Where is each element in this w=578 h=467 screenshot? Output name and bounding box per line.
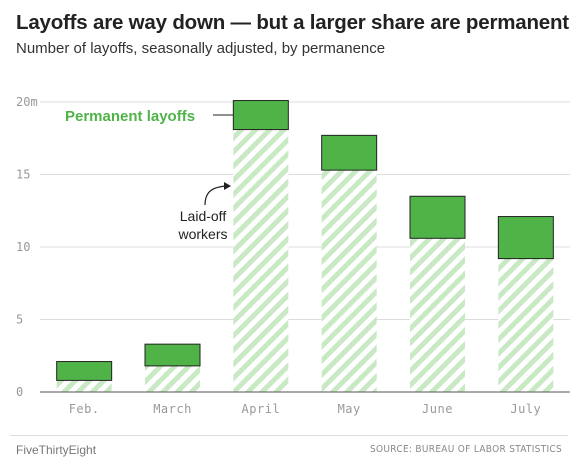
axes: 0 5 10 15 20m Feb. March April May June July bbox=[16, 95, 570, 416]
bar-laid-off bbox=[498, 258, 554, 392]
x-tick-label: Feb. bbox=[69, 402, 100, 416]
bar-laid-off bbox=[321, 170, 377, 392]
gridlines bbox=[40, 101, 570, 320]
annotation-laid-off-line-2: workers bbox=[177, 226, 227, 242]
y-tick-label: 10 bbox=[16, 240, 30, 254]
chart-subtitle: Number of layoffs, seasonally adjusted, … bbox=[16, 40, 386, 57]
footer-divider bbox=[10, 435, 568, 436]
bar-laid-off bbox=[145, 365, 200, 392]
bar-laid-off bbox=[410, 238, 465, 392]
source-label: SOURCE: BUREAU OF LABOR STATISTICS bbox=[370, 444, 562, 455]
y-tick-label: 0 bbox=[16, 385, 23, 399]
bar-permanent bbox=[232, 100, 289, 131]
x-tick-label: May bbox=[338, 402, 361, 416]
bar-permanent bbox=[497, 216, 554, 260]
annotation-curved-arrow bbox=[204, 182, 231, 206]
brand-label: FiveThirtyEight bbox=[16, 443, 97, 457]
annotation-laid-off-line-1: Laid-off bbox=[180, 208, 227, 224]
y-tick-label: 15 bbox=[16, 168, 30, 182]
bar-permanent bbox=[409, 195, 466, 239]
bar-permanent bbox=[321, 134, 378, 171]
y-tick-label: 20m bbox=[16, 95, 38, 109]
x-tick-label: April bbox=[242, 402, 281, 416]
x-tick-label: June bbox=[422, 402, 453, 416]
x-tick-label: March bbox=[153, 402, 192, 416]
annotations: Permanent layoffs Laid-off workers bbox=[65, 108, 234, 242]
bar-permanent bbox=[144, 343, 201, 367]
bar-laid-off bbox=[56, 380, 112, 392]
annotation-permanent-layoffs: Permanent layoffs bbox=[65, 108, 195, 125]
bars bbox=[56, 100, 554, 393]
y-tick-label: 5 bbox=[16, 313, 23, 327]
bar-permanent bbox=[56, 361, 113, 381]
chart-title: Layoffs are way down — but a larger shar… bbox=[16, 11, 569, 34]
x-tick-label: July bbox=[510, 402, 541, 416]
bar-laid-off bbox=[233, 129, 289, 393]
